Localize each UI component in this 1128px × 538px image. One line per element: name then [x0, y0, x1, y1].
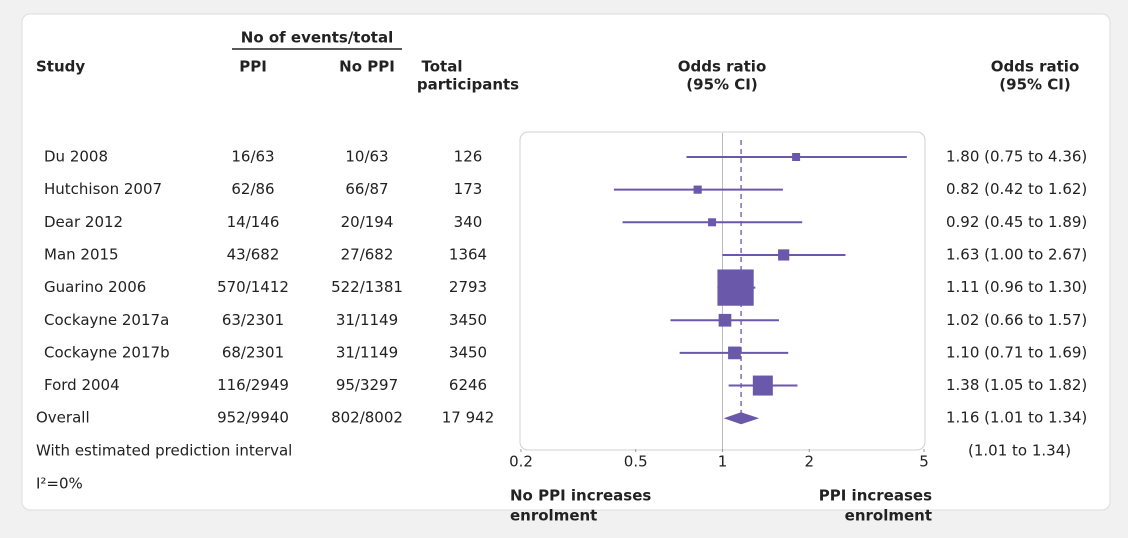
- study-name: Hutchison 2007: [44, 180, 162, 198]
- study-name: Guarino 2006: [44, 278, 146, 296]
- no-ppi-events: 31/1149: [336, 343, 398, 361]
- ppi-events: 68/2301: [222, 343, 284, 361]
- header: (95% CI): [999, 76, 1070, 94]
- ppi-events: 62/86: [231, 180, 274, 198]
- point-estimate: [717, 269, 754, 306]
- point-estimate: [708, 218, 717, 227]
- right-label: enrolment: [845, 507, 932, 525]
- no-ppi-events: 31/1149: [336, 311, 398, 329]
- x-tick-label: 0.5: [624, 453, 648, 471]
- ci-label: 1.16 (1.01 to 1.34): [946, 409, 1087, 427]
- ci-label: 1.80 (0.75 to 4.36): [946, 148, 1087, 166]
- header: Study: [36, 58, 85, 76]
- no-ppi-events: 95/3297: [336, 376, 398, 394]
- header: Odds ratio: [678, 58, 767, 76]
- overall-diamond: [723, 412, 760, 425]
- total: 126: [454, 148, 483, 166]
- heterogeneity: I²=0%: [36, 475, 83, 493]
- ci-label: 1.63 (1.00 to 2.67): [946, 245, 1087, 263]
- header: PPI: [239, 58, 267, 76]
- no-ppi-events: 522/1381: [331, 278, 403, 296]
- point-estimate: [792, 153, 801, 161]
- header: participants: [417, 76, 519, 94]
- point-estimate: [693, 185, 702, 194]
- x-tick-label: 0.2: [509, 453, 533, 471]
- study-name: Dear 2012: [44, 213, 123, 231]
- study-name: Cockayne 2017a: [44, 311, 169, 329]
- ppi-events: 63/2301: [222, 311, 284, 329]
- x-tick-label: 1: [718, 453, 728, 471]
- total: 2793: [449, 278, 487, 296]
- ci-label: 1.38 (1.05 to 1.82): [946, 376, 1087, 394]
- prediction-text: With estimated prediction interval: [36, 442, 292, 460]
- ppi-events: 16/63: [231, 148, 274, 166]
- total: 1364: [449, 245, 487, 263]
- ci-label: 0.82 (0.42 to 1.62): [946, 180, 1087, 198]
- header: No PPI: [339, 58, 395, 76]
- group-header: No of events/total: [241, 29, 393, 47]
- total: 3450: [449, 343, 487, 361]
- total: 17 942: [442, 409, 495, 427]
- right-label: PPI increases: [819, 487, 932, 505]
- ppi-events: 43/682: [227, 245, 280, 263]
- no-ppi-events: 66/87: [345, 180, 388, 198]
- header: Total: [422, 58, 463, 76]
- no-ppi-events: 10/63: [345, 148, 388, 166]
- no-ppi-events: 27/682: [341, 245, 394, 263]
- ppi-events: 116/2949: [217, 376, 289, 394]
- header: (95% CI): [686, 76, 757, 94]
- point-estimate: [718, 313, 732, 327]
- left-label: No PPI increases: [510, 487, 651, 505]
- ppi-events: 952/9940: [217, 409, 289, 427]
- total: 6246: [449, 376, 487, 394]
- no-ppi-events: 20/194: [341, 213, 394, 231]
- point-estimate: [778, 249, 790, 261]
- prediction-label: (1.01 to 1.34): [968, 442, 1071, 460]
- point-estimate: [728, 346, 741, 360]
- x-tick-label: 2: [805, 453, 815, 471]
- ci-label: 1.11 (0.96 to 1.30): [946, 278, 1087, 296]
- ci-label: 0.92 (0.45 to 1.89): [946, 213, 1087, 231]
- x-tick-label: 5: [919, 453, 929, 471]
- left-label: enrolment: [510, 507, 597, 525]
- total: 340: [454, 213, 483, 231]
- study-name: Overall: [36, 409, 90, 427]
- ppi-events: 570/1412: [217, 278, 289, 296]
- study-name: Ford 2004: [44, 376, 120, 394]
- study-name: Man 2015: [44, 245, 119, 263]
- ci-label: 1.02 (0.66 to 1.57): [946, 311, 1087, 329]
- point-estimate: [752, 375, 773, 396]
- ci-label: 1.10 (0.71 to 1.69): [946, 343, 1087, 361]
- header: Odds ratio: [991, 58, 1080, 76]
- total: 173: [454, 180, 483, 198]
- no-ppi-events: 802/8002: [331, 409, 403, 427]
- study-name: Cockayne 2017b: [44, 343, 170, 361]
- study-name: Du 2008: [44, 148, 108, 166]
- ppi-events: 14/146: [227, 213, 280, 231]
- total: 3450: [449, 311, 487, 329]
